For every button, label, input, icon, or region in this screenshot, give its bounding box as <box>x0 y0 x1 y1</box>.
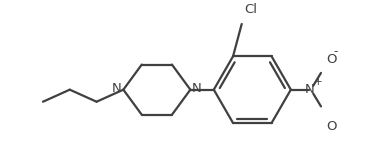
Text: O: O <box>327 53 337 66</box>
Text: -: - <box>334 46 338 59</box>
Text: Cl: Cl <box>244 3 257 16</box>
Text: +: + <box>314 77 323 87</box>
Text: O: O <box>327 120 337 133</box>
Text: N: N <box>112 83 122 95</box>
Text: N: N <box>192 83 202 95</box>
Text: N: N <box>304 83 314 96</box>
